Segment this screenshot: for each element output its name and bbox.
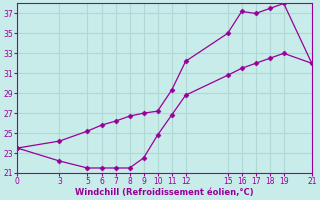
X-axis label: Windchill (Refroidissement éolien,°C): Windchill (Refroidissement éolien,°C) (75, 188, 254, 197)
